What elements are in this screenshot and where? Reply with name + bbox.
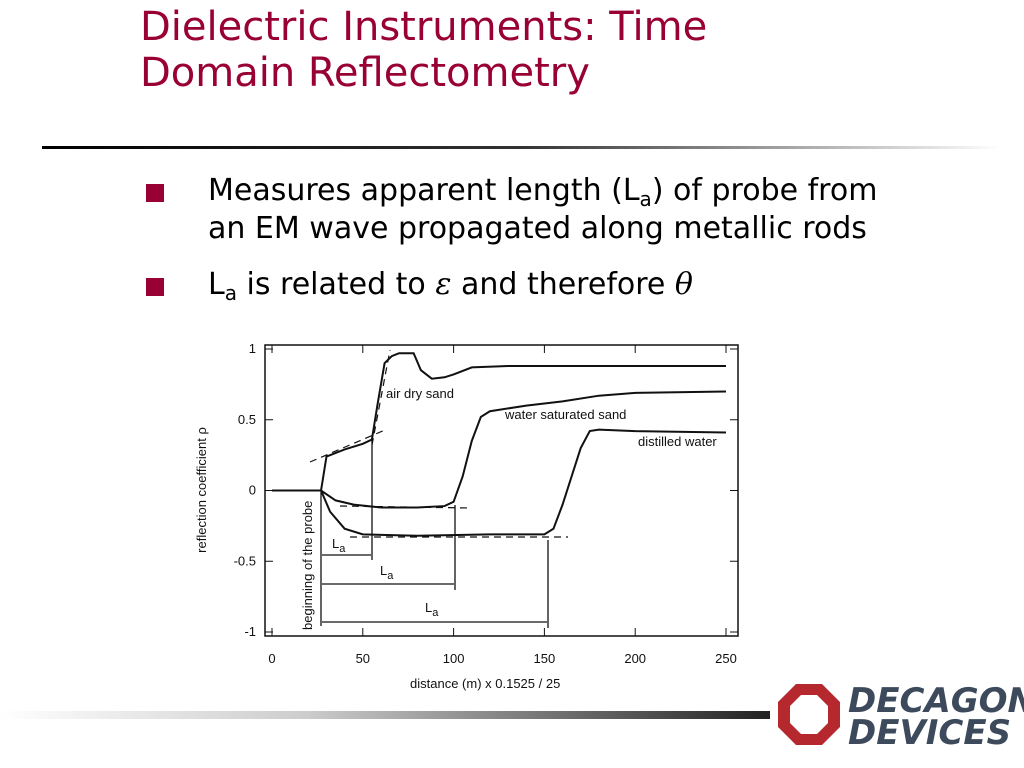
la-sub: a [432,607,439,619]
la-sub: a [387,570,394,582]
y-tick-label: -0.5 [234,553,256,568]
la-l: L [380,563,387,578]
logo-text: DEVICES [848,713,1011,753]
subscript: a [639,187,652,211]
logo-mark [790,695,828,734]
bullet-marker [146,184,164,202]
x-tick-label: 200 [624,651,646,666]
annotation: distilled water [638,434,717,449]
bullet-line: La is related to ε and therefore θ [208,266,693,304]
data-line [272,390,727,509]
data-line [272,428,727,537]
annotation: La [380,563,394,582]
y-tick-label: -1 [244,624,256,639]
x-tick-label: 50 [356,651,370,666]
x-tick-label: 250 [715,651,737,666]
bullet-line: Measures apparent length (La) of probe f… [208,172,877,210]
annotation: water saturated sand [504,407,626,422]
text: an EM wave propagated along metallic rod… [208,211,867,246]
y-tick-label: 0.5 [238,412,256,427]
bullet-line: an EM wave propagated along metallic rod… [208,210,877,248]
la-l: L [425,600,432,615]
title-line: Dielectric Instruments: Time [140,4,708,50]
la-arrows [320,440,549,628]
data-line [272,352,726,492]
annotation: La [332,536,346,555]
x-tick-label: 150 [534,651,556,666]
bullet: Measures apparent length (La) of probe f… [146,172,877,248]
y-tick-label: 1 [249,341,256,356]
footer-bar [0,711,770,719]
logo-text: DECAGON [848,681,1024,721]
y-axis-label: reflection coefficient ρ [194,427,209,553]
annotation: La [425,600,439,619]
symbol: ε [435,267,452,302]
annotation: beginning of the probe [300,501,315,630]
la-l: L [332,536,339,551]
text: Measures apparent length (L [208,173,640,208]
text: and therefore [451,267,675,302]
bullet-marker [146,278,164,296]
symbol: θ [674,267,693,302]
plot-frame [264,344,739,637]
slide-title: Dielectric Instruments: Time Domain Refl… [140,4,707,96]
x-axis-label: distance (m) x 0.1525 / 25 [410,676,560,691]
logo: DECAGON DEVICES [778,681,1024,753]
y-tick-label: 0 [249,483,256,498]
la-sub: a [339,543,346,555]
text: ) of probe from [651,173,878,208]
text: L [208,267,225,302]
title-rule [42,146,1002,149]
text: is related to [236,267,436,302]
bullet: La is related to ε and therefore θ [146,266,693,304]
x-tick-label: 0 [268,651,275,666]
x-tick-label: 100 [443,651,465,666]
title-line: Domain Reflectometry [140,50,590,96]
subscript: a [224,281,237,305]
annotation: air dry sand [386,386,454,401]
